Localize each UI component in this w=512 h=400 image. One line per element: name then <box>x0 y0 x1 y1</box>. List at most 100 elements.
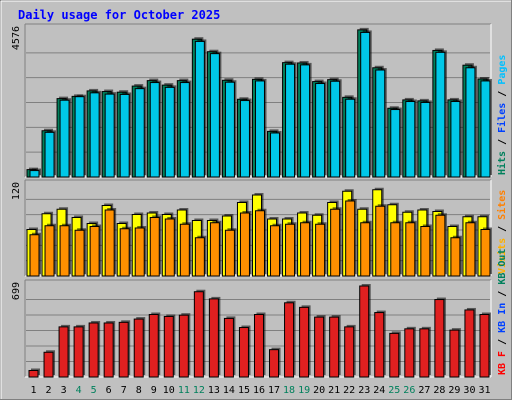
bar-sites <box>465 222 476 277</box>
side-legend: Visits / Sites <box>496 190 508 274</box>
bar-kb-f <box>314 316 325 378</box>
bar-files <box>360 31 371 178</box>
bar-kb-f <box>329 316 340 378</box>
bar-kb-f <box>434 299 445 378</box>
bar-files <box>89 92 100 178</box>
side-legend-label: Sites <box>496 190 508 220</box>
bar-files <box>345 98 356 178</box>
bar-kb-f <box>359 285 370 378</box>
day-label: 3 <box>61 385 67 396</box>
day-label: 20 <box>313 385 325 396</box>
day-label: 21 <box>328 385 340 396</box>
bar-sites <box>134 227 145 277</box>
bar-files <box>164 86 175 178</box>
bar-kb-f <box>43 351 54 378</box>
bar-kb-f <box>238 327 249 378</box>
bar-sites <box>480 229 491 277</box>
bar-files <box>149 82 160 178</box>
bar-files <box>209 53 220 178</box>
bar-files <box>285 63 296 178</box>
bar-kb-f <box>269 349 280 378</box>
side-legend-label: KB Out <box>497 249 508 285</box>
bar-kb-f <box>374 312 385 378</box>
day-label: 30 <box>463 385 475 396</box>
panel-kbytes: 699 KB F / KB In / KB Out <box>11 249 508 378</box>
day-label: 27 <box>418 385 430 396</box>
bar-sites <box>44 225 55 277</box>
bar-sites <box>239 212 250 277</box>
day-label: 25 <box>388 385 400 396</box>
bar-files <box>29 170 40 178</box>
bar-kb-f <box>163 315 174 378</box>
side-legend: Hits / Files / Pages <box>496 55 508 175</box>
day-label: 11 <box>178 385 190 396</box>
bar-files <box>270 132 281 178</box>
bar-kb-f <box>299 306 310 378</box>
panel-visits-sites: 120 Visits / Sites <box>11 179 508 277</box>
day-label: 29 <box>448 385 460 396</box>
bar-files <box>315 83 326 178</box>
bar-sites <box>119 228 130 277</box>
bar-files <box>420 101 431 178</box>
y-axis-max-label: 120 <box>11 182 22 200</box>
side-legend-separator: / <box>497 85 508 103</box>
bar-kb-f <box>118 321 129 378</box>
side-legend-label: KB F <box>497 351 508 375</box>
bar-files <box>435 51 446 178</box>
day-label: 28 <box>433 385 445 396</box>
side-legend-separator: / <box>497 285 508 303</box>
day-label: 16 <box>253 385 265 396</box>
bar-sites <box>104 209 115 277</box>
day-label: 7 <box>121 385 127 396</box>
bar-sites <box>149 217 160 277</box>
day-label: 26 <box>403 385 415 396</box>
bar-files <box>44 131 55 178</box>
day-axis-labels: 1 2 3 4 5 6 7 8 9 10 11 12 13 14 15 16 17 18 19 20 21 22 23 24 2… <box>31 385 491 396</box>
side-legend-label: Hits <box>496 151 508 175</box>
chart-title: Daily usage for October 2025 <box>18 8 220 22</box>
bar-kb-f <box>133 318 144 378</box>
side-legend-label: Visits <box>496 238 508 274</box>
bar-sites <box>390 222 401 277</box>
bar-sites <box>89 226 100 277</box>
day-label: 13 <box>208 385 220 396</box>
bar-files <box>74 96 85 178</box>
bar-sites <box>179 223 190 277</box>
bar-kb-f <box>88 322 99 378</box>
bar-files <box>465 67 476 178</box>
day-label: 23 <box>358 385 370 396</box>
bar-sites <box>405 222 416 277</box>
bar-sites <box>420 226 431 277</box>
side-legend-label: Pages <box>497 55 508 85</box>
bar-files <box>254 80 265 178</box>
bar-files <box>300 64 311 178</box>
bar-kb-f <box>223 317 234 378</box>
bar-files <box>194 40 205 178</box>
y-axis-max-label: 4576 <box>11 26 22 50</box>
side-legend-label: Files <box>496 103 508 133</box>
bar-kb-f <box>178 314 189 378</box>
day-label: 18 <box>283 385 295 396</box>
bar-sites <box>74 229 85 277</box>
side-legend-label: KB In <box>497 303 508 333</box>
bar-files <box>330 80 341 178</box>
side-legend-separator: / <box>497 133 508 151</box>
bar-kb-f <box>73 326 84 378</box>
day-label: 2 <box>46 385 52 396</box>
panel-hits-files: 4576 Hits / Files / Pages <box>11 23 508 178</box>
bar-sites <box>375 205 386 277</box>
day-label: 31 <box>478 385 490 396</box>
side-legend-separator: / <box>497 220 508 238</box>
bar-kb-f <box>344 326 355 378</box>
day-label: 10 <box>163 385 175 396</box>
bar-files <box>119 93 130 178</box>
bar-sites <box>209 222 220 277</box>
bar-files <box>375 69 386 178</box>
day-label: 15 <box>238 385 250 396</box>
day-label: 1 <box>31 385 37 396</box>
day-label: 17 <box>268 385 280 396</box>
bar-sites <box>164 218 175 277</box>
bar-kb-f <box>404 328 415 378</box>
bar-files <box>104 93 115 178</box>
